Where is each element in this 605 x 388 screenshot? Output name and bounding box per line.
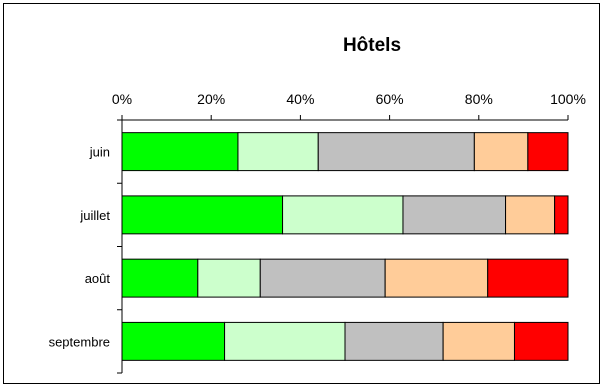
chart-title: Hôtels [343,35,401,56]
x-tick-label: 40% [286,91,314,107]
bar-segment-septembre-1 [121,321,226,361]
category-label: août [85,271,111,286]
x-tick-label: 20% [197,91,225,107]
category-label: juillet [79,208,110,223]
category-label: septembre [49,334,110,349]
bar-segment-juillet-4 [505,195,556,235]
bar-segment-juillet-5 [554,195,569,235]
bar-segment-juillet-2 [282,195,404,235]
bar-segment-septembre-3 [344,321,444,361]
bar-segment-août-1 [121,258,199,298]
bar-segment-septembre-4 [442,321,515,361]
bar-segment-juillet-3 [402,195,507,235]
bar-segment-août-3 [259,258,386,298]
bar-segment-juin-1 [121,132,239,172]
bar-segment-août-5 [487,258,569,298]
bar-segment-juillet-1 [121,195,284,235]
x-tick-label: 100% [550,91,586,107]
x-tick-label: 80% [465,91,493,107]
bar-segment-juin-3 [317,132,475,172]
bar-segment-août-4 [384,258,489,298]
bar-segment-août-2 [197,258,261,298]
bar-segment-septembre-5 [513,321,569,361]
x-tick-label: 60% [376,91,404,107]
bar-segment-juin-2 [237,132,319,172]
bar-segment-juin-4 [473,132,529,172]
bars [121,132,569,361]
category-label: juin [89,145,110,160]
x-tick-labels: 0% 20% 40% 60% 80% 100% [112,91,586,107]
bar-segment-septembre-2 [224,321,346,361]
chart-frame [3,3,600,384]
bar-segment-juin-5 [527,132,569,172]
category-labels: juin juillet août septembre [49,145,111,350]
x-tick-label: 0% [112,91,132,107]
